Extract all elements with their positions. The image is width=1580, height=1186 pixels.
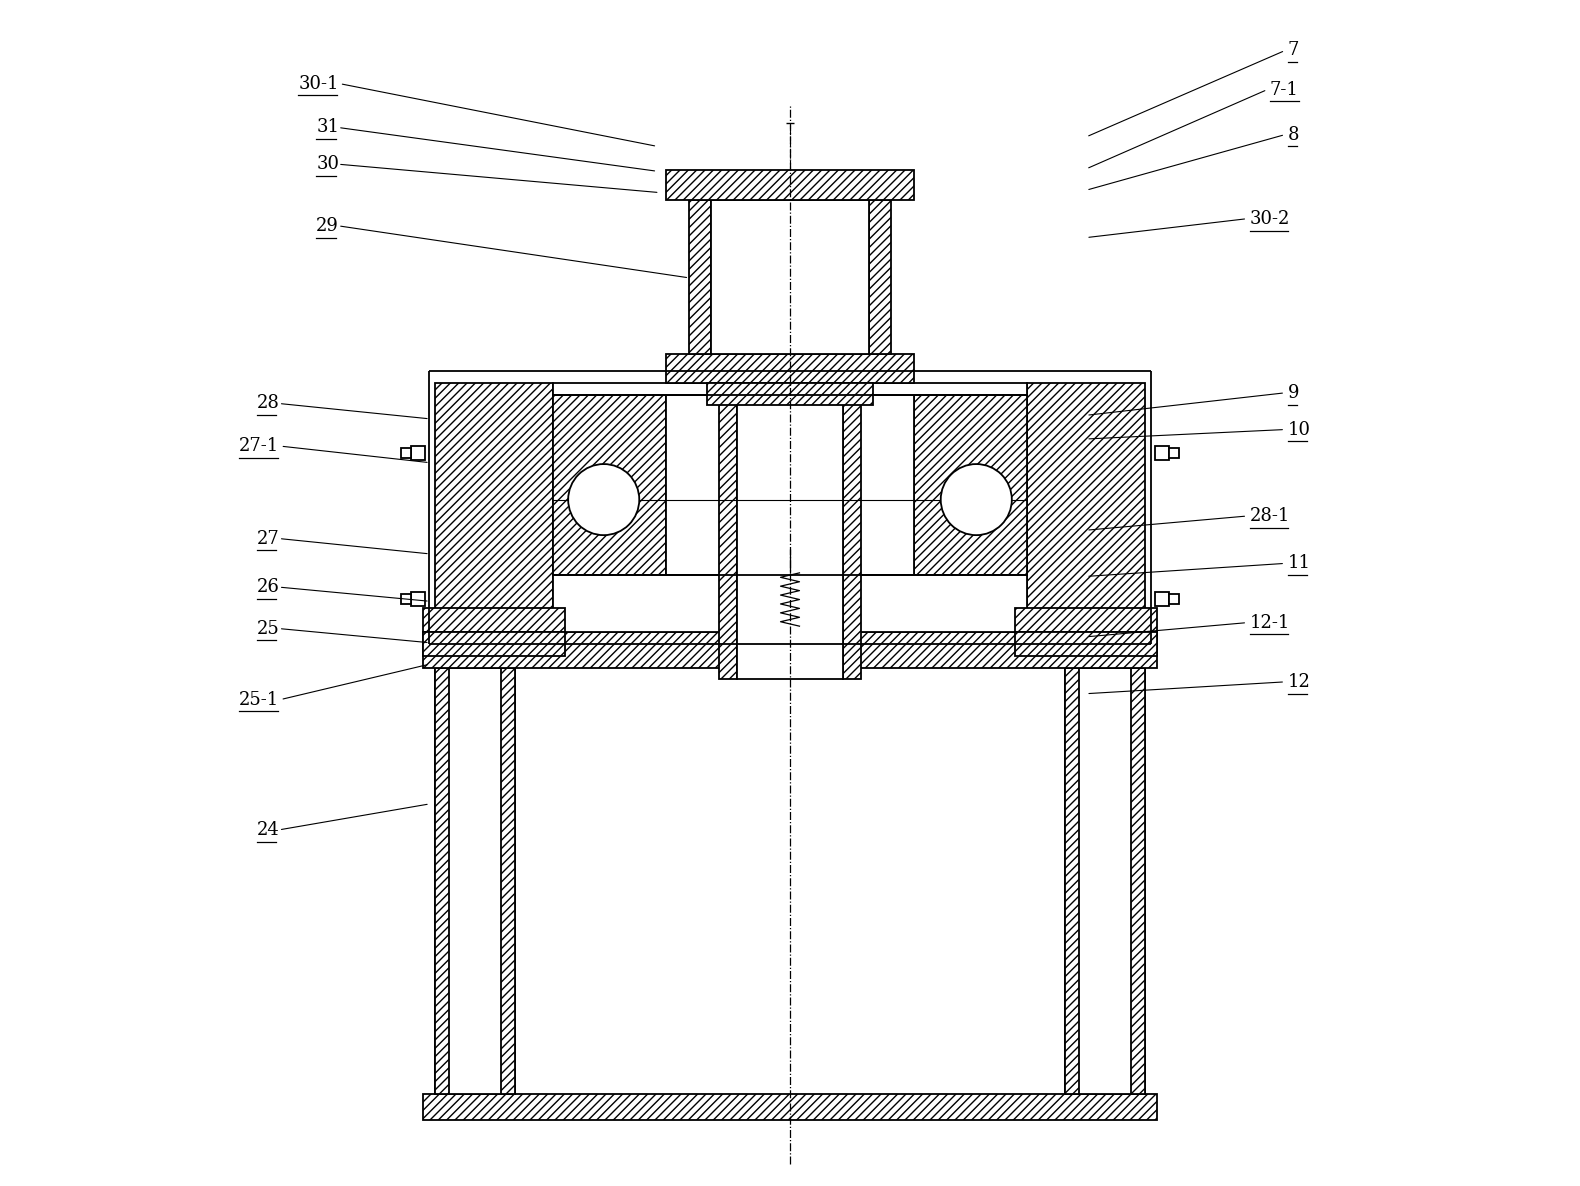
Text: 26: 26: [258, 578, 280, 597]
Bar: [665, 353, 915, 383]
Text: 7-1: 7-1: [1270, 81, 1299, 98]
Bar: [501, 668, 515, 1095]
Bar: [708, 383, 872, 404]
Bar: [401, 448, 411, 458]
Text: 11: 11: [1288, 554, 1310, 573]
Bar: [736, 383, 844, 680]
Bar: [435, 383, 553, 632]
Bar: [1014, 608, 1157, 632]
Bar: [1027, 383, 1146, 632]
Bar: [1155, 592, 1169, 606]
Bar: [411, 446, 425, 460]
Bar: [423, 632, 566, 656]
Text: 9: 9: [1288, 384, 1299, 402]
Text: 12-1: 12-1: [1250, 613, 1289, 632]
Bar: [411, 592, 425, 606]
Bar: [435, 668, 515, 1095]
Bar: [844, 383, 861, 680]
Text: 30-1: 30-1: [299, 75, 338, 93]
Text: 8: 8: [1288, 126, 1299, 144]
Bar: [1065, 668, 1146, 1095]
Bar: [1014, 632, 1157, 656]
Text: 30: 30: [316, 155, 340, 173]
Bar: [1169, 448, 1179, 458]
Bar: [435, 668, 449, 1095]
Circle shape: [940, 464, 1011, 535]
Text: 29: 29: [316, 217, 340, 235]
Circle shape: [569, 464, 640, 535]
Bar: [423, 608, 566, 632]
Bar: [401, 594, 411, 604]
Text: 27-1: 27-1: [239, 438, 280, 455]
Bar: [423, 1095, 1157, 1120]
Bar: [553, 575, 1027, 632]
Text: 30-2: 30-2: [1250, 210, 1289, 228]
Text: 27: 27: [258, 529, 280, 548]
Text: 25-1: 25-1: [239, 690, 280, 708]
Bar: [869, 199, 891, 353]
Bar: [711, 199, 869, 353]
Text: 12: 12: [1288, 672, 1310, 691]
Text: 10: 10: [1288, 421, 1310, 439]
Bar: [915, 395, 1027, 575]
Text: 28: 28: [258, 395, 280, 413]
Bar: [553, 383, 1027, 395]
Bar: [1169, 594, 1179, 604]
Text: 24: 24: [258, 821, 280, 839]
Bar: [423, 632, 1157, 668]
Bar: [689, 199, 711, 353]
Bar: [1155, 446, 1169, 460]
Bar: [1131, 668, 1146, 1095]
Bar: [1065, 668, 1079, 1095]
Text: 7: 7: [1288, 42, 1299, 59]
Bar: [665, 395, 915, 575]
Bar: [665, 170, 915, 199]
Text: 25: 25: [258, 619, 280, 638]
Text: 31: 31: [316, 119, 340, 136]
Bar: [553, 395, 665, 575]
Bar: [719, 383, 736, 680]
Text: 28-1: 28-1: [1250, 506, 1289, 525]
